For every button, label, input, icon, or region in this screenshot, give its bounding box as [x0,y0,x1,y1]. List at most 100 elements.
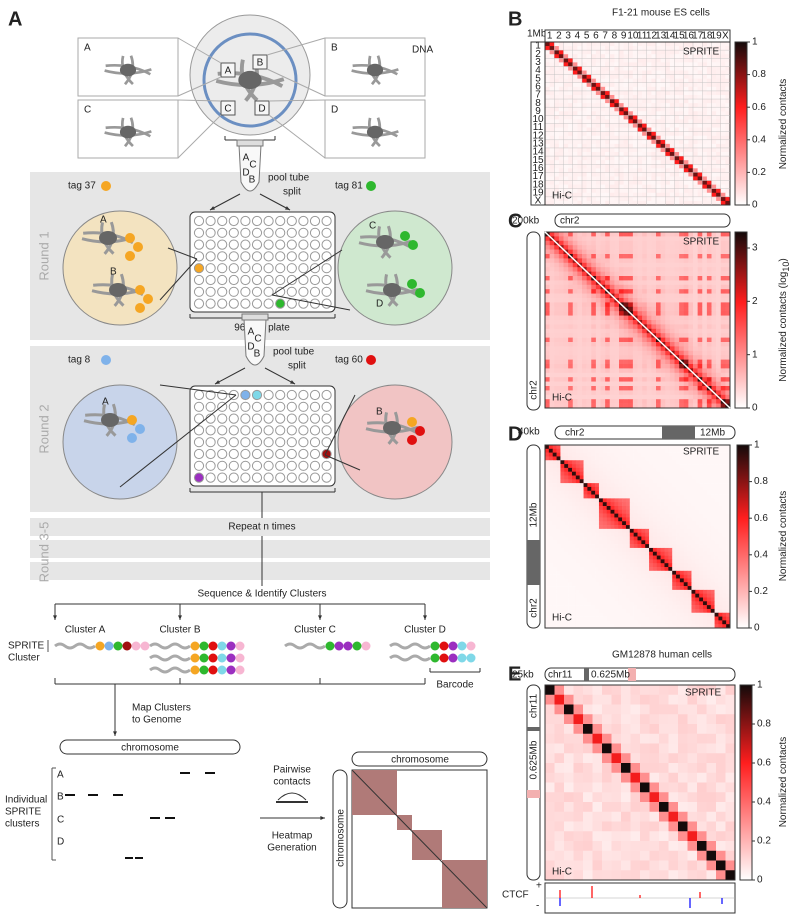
heat-cell [545,528,550,533]
heat-cell [619,66,624,71]
heat-cell [614,293,620,299]
heat-cell [579,479,584,484]
heat-cell [725,164,731,169]
heat-cell [605,276,611,281]
heat-cell [679,471,685,476]
heat-cell [706,46,712,51]
heat-cell [660,99,666,104]
heat-cell [660,135,666,141]
heat-cell [656,232,661,237]
heat-cell [558,200,564,206]
heat-cell [679,490,685,495]
heat-cell [623,289,629,294]
heat-cell [619,123,624,128]
heat-cell [549,66,555,71]
heat-cell [579,517,584,522]
heat-cell [706,394,712,400]
well [240,239,251,250]
heat-cell [614,536,619,541]
heat-cell [637,160,643,165]
heat-cell [695,479,700,484]
heat-cell [572,386,578,391]
heat-cell [651,176,657,181]
heat-cell [706,135,712,141]
heat-cell [641,513,646,518]
colorbar-title-sub: 10 [781,262,791,272]
heat-cell [623,147,629,153]
heat-cell [669,196,675,202]
heat-cell [665,381,671,387]
heat-cell [598,456,604,461]
label: 17 [692,31,704,42]
tag-dot [366,355,376,365]
heat-cell [583,517,588,522]
heat-cell [642,82,648,88]
heat-cell [725,390,731,396]
heat-cell [711,131,717,137]
label: 5 [584,31,590,42]
heat-cell [571,494,577,499]
heat-cell [642,350,648,356]
heat-cell [595,372,601,378]
heat-cell [572,103,578,108]
heat-cell [687,467,692,472]
round-band [30,518,490,536]
heat-cell [614,350,620,356]
heat-cell [693,78,698,84]
heat-cell [549,333,555,338]
heat-cell [563,62,569,67]
heat-cell [665,156,671,161]
heat-cell [554,50,560,55]
heat-cell [720,271,726,277]
heat-cell [568,267,574,272]
heat-cell [656,403,661,409]
line [177,76,222,97]
heat-cell [642,66,648,71]
heat-cell [625,448,631,453]
heat-cell [633,494,638,499]
heat-cell [545,386,550,391]
heat-cell [554,298,560,303]
heat-cell [637,333,643,338]
heat-cell [632,381,638,387]
heat-cell [651,315,657,321]
heat-cell [725,176,731,181]
heat-cell [563,258,569,264]
heat-cell [706,276,712,281]
heat-cell [563,394,569,400]
heat-cell [545,168,550,173]
heat-cell [586,403,592,409]
heat-cell [651,390,657,396]
heat-cell [591,293,597,299]
heat-cell [586,66,592,71]
heat-cell [716,103,722,108]
heat-cell [679,245,685,250]
heat-cell [637,289,643,294]
heat-cell [652,486,658,492]
heat-cell [572,74,578,79]
heat-cell [591,333,597,338]
heat-cell [591,494,596,499]
heat-cell [674,131,680,137]
heat-cell [649,460,654,465]
heat-cell [572,381,578,387]
heat-cell [605,180,611,185]
heat-cell [683,346,689,352]
heat-cell [558,82,564,88]
heat-cell [568,192,574,198]
heat-cell [656,333,661,338]
heat-cell [637,513,642,518]
heat-cell [656,99,661,104]
heat-cell [583,460,588,465]
heat-cell [697,90,703,96]
heat-cell [591,271,597,277]
heat-cell [637,262,643,268]
heat-cell [697,127,703,132]
heat-cell [583,471,588,476]
heat-cell [568,302,574,308]
heat-cell [632,168,638,173]
heat-cell [598,460,604,465]
heat-cell [564,494,569,499]
heat-cell [552,536,557,541]
heat-cell [602,479,607,484]
